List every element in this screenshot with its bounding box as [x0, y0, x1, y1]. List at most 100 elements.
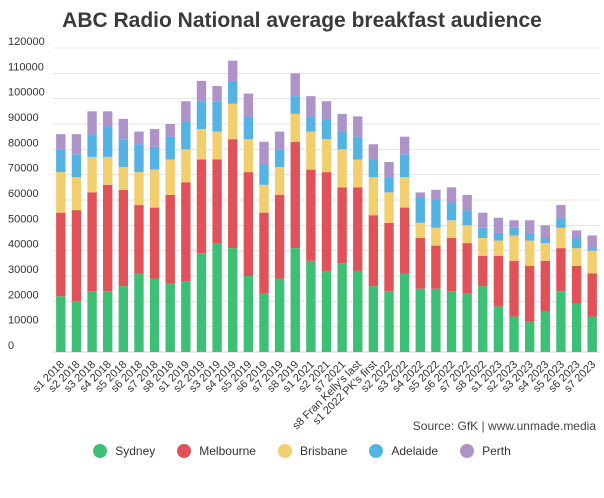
bar-segment-perth [368, 144, 379, 160]
bar-segment-perth [415, 192, 425, 198]
bar-stack [415, 192, 425, 352]
bar-segment-sydney [431, 288, 441, 352]
bar-segment-perth [118, 118, 129, 140]
bar-segment-perth [228, 60, 238, 81]
y-tick-label: 20000 [8, 289, 39, 301]
y-tick-label: 110000 [8, 61, 44, 73]
bar-segment-sydney [353, 270, 363, 352]
bar-segment-brisbane [259, 184, 269, 213]
bar-stack [446, 187, 457, 352]
bar-segment-sydney [446, 291, 457, 352]
bar-segment-perth [165, 124, 175, 137]
legend-label: Sydney [115, 444, 156, 458]
bar-segment-melbourne [87, 192, 97, 292]
bar-segment-brisbane [384, 192, 394, 223]
legend-item-adelaide[interactable]: Adelaide [369, 444, 438, 458]
bar-segment-melbourne [524, 265, 535, 322]
bar-segment-melbourne [181, 182, 191, 282]
bar-segment-melbourne [56, 212, 66, 297]
bar-segment-perth [196, 80, 207, 102]
bar-segment-brisbane [462, 225, 472, 244]
bar-segment-melbourne [399, 207, 410, 274]
bar-segment-sydney [399, 273, 410, 352]
bar-segment-perth [274, 131, 285, 150]
bar-segment-melbourne [212, 159, 222, 244]
bar-segment-brisbane [274, 167, 285, 195]
bar-segment-sydney [321, 270, 332, 352]
bar-segment-adelaide [134, 144, 144, 173]
bar-segment-adelaide [478, 227, 488, 238]
legend-swatch [277, 444, 292, 458]
bar-segment-melbourne [337, 187, 347, 264]
bar-segment-melbourne [415, 238, 425, 289]
bar-segment-adelaide [290, 96, 300, 114]
bar-segment-melbourne [587, 273, 597, 317]
bar-segment-sydney [134, 273, 144, 352]
bar-segment-brisbane [571, 248, 582, 266]
bar-segment-melbourne [243, 172, 254, 276]
bar-segment-adelaide [243, 116, 254, 140]
bar-segment-perth [587, 235, 597, 249]
bar-segment-brisbane [212, 131, 222, 160]
bar-segment-sydney [368, 286, 379, 352]
bar-segment-melbourne [118, 189, 129, 287]
bar-stack [321, 101, 332, 352]
bar-stack [431, 189, 441, 352]
bar-stack [556, 205, 566, 352]
bar-segment-perth [571, 230, 582, 238]
bar-segment-sydney [524, 321, 535, 352]
bar-segment-sydney [56, 296, 66, 352]
bar-stack [165, 124, 175, 352]
y-tick-label: 120000 [8, 36, 45, 48]
bar-segment-brisbane [134, 172, 144, 206]
chart-legend: Sydney Melbourne Brisbane Adelaide Perth [0, 444, 604, 458]
bar-stack [212, 86, 222, 352]
bar-segment-perth [478, 212, 488, 228]
bar-segment-sydney [540, 311, 550, 352]
y-tick-label: 10000 [8, 315, 39, 327]
y-axis-ticks: 1200001100001000009000080000700006000050… [8, 36, 45, 352]
bar-segment-brisbane [56, 172, 66, 213]
bar-segment-sydney [259, 293, 269, 352]
bar-segment-brisbane [306, 131, 316, 170]
bar-stack [368, 144, 379, 352]
bar-segment-brisbane [415, 222, 425, 238]
bar-segment-melbourne [71, 210, 82, 302]
bar-segment-melbourne [306, 169, 316, 261]
bar-stack [509, 220, 519, 352]
bar-segment-adelaide [524, 232, 535, 241]
bar-segment-perth [181, 101, 191, 122]
bar-segment-adelaide [56, 149, 66, 173]
bar-stacks [56, 60, 597, 352]
bar-segment-adelaide [259, 164, 269, 185]
bar-segment-brisbane [228, 103, 238, 140]
y-tick-label: 80000 [8, 137, 39, 149]
bar-segment-melbourne [384, 222, 394, 292]
bar-segment-brisbane [493, 240, 504, 256]
legend-swatch [460, 444, 475, 458]
legend-item-melbourne[interactable]: Melbourne [177, 444, 256, 458]
bar-segment-adelaide [196, 101, 207, 130]
bar-segment-brisbane [478, 238, 488, 256]
bar-segment-adelaide [212, 101, 222, 132]
bar-segment-sydney [493, 306, 504, 352]
bar-segment-brisbane [87, 156, 97, 193]
bar-stack [306, 96, 316, 352]
bar-segment-melbourne [556, 248, 566, 292]
bar-segment-adelaide [368, 159, 379, 178]
legend-item-brisbane[interactable]: Brisbane [277, 444, 347, 458]
legend-item-perth[interactable]: Perth [460, 444, 511, 458]
bar-stack [118, 118, 129, 352]
bar-segment-perth [353, 116, 363, 137]
bar-segment-adelaide [149, 146, 160, 170]
bar-segment-sydney [306, 260, 316, 352]
bar-segment-melbourne [196, 159, 207, 254]
bar-segment-sydney [181, 281, 191, 352]
legend-label: Melbourne [199, 444, 256, 458]
bar-segment-brisbane [540, 243, 550, 261]
bar-segment-melbourne [540, 260, 550, 312]
bar-stack [524, 220, 535, 352]
legend-item-sydney[interactable]: Sydney [93, 444, 155, 458]
bar-segment-adelaide [118, 139, 129, 168]
bar-stack [87, 111, 97, 352]
